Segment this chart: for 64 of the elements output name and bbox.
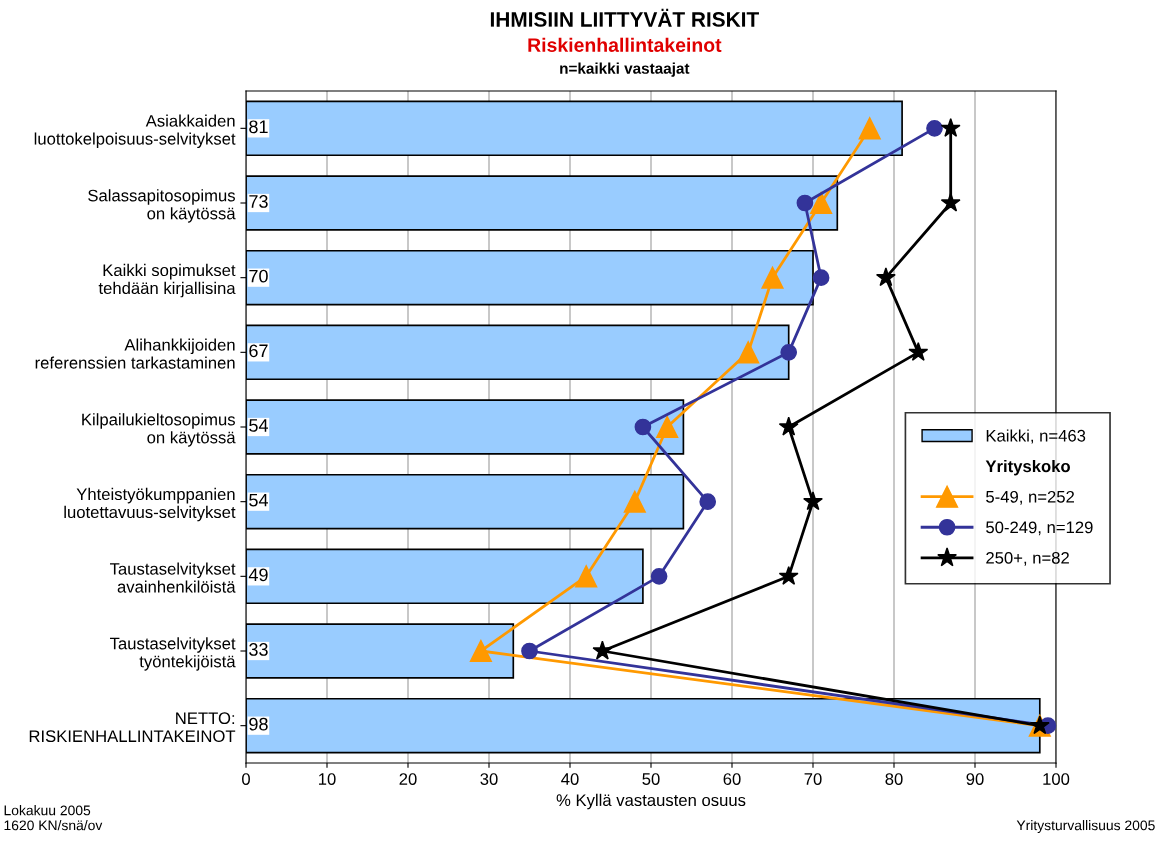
x-tick-label: 90 bbox=[966, 773, 984, 785]
y-tick-label: Kilpailukieltosopimus on käytössä bbox=[82, 413, 236, 447]
point bbox=[521, 642, 538, 660]
text: n=kaikki vastaajat bbox=[560, 62, 690, 77]
text: Lokakuu 2005 1620 KN/snä/ov bbox=[4, 805, 103, 831]
chart-title: IHMISIIN LIITTYVÄT RISKIT bbox=[490, 8, 759, 27]
legend-label: 50-249, n=129 bbox=[986, 521, 1093, 536]
x-tick-label: 0 bbox=[242, 773, 250, 785]
point bbox=[737, 341, 760, 364]
point bbox=[875, 267, 896, 287]
x-tick-label: 40 bbox=[561, 773, 579, 785]
point bbox=[699, 493, 717, 511]
y-tick-label: Taustaselvitykset avainhenkilöistä bbox=[109, 562, 236, 593]
point bbox=[575, 565, 598, 588]
point bbox=[623, 490, 646, 513]
point bbox=[778, 565, 799, 585]
y-tick-label: Alihankkijoiden referenssien tarkastaminen bbox=[35, 338, 235, 369]
x-tick-label: 70 bbox=[804, 773, 822, 785]
x-axis-title: % Kyllä vastausten osuus bbox=[556, 793, 746, 810]
chart-subtitle: Riskienhallintakeinot bbox=[528, 37, 722, 52]
point bbox=[858, 117, 881, 140]
y-tick-label: Yhteistyökumppanien luotettavuus-selvitykset bbox=[64, 487, 236, 522]
x-tick-label: 10 bbox=[319, 773, 336, 785]
data-label: 54 bbox=[249, 493, 268, 507]
legend-label: 250+, n=82 bbox=[986, 551, 1069, 566]
x-tick-label: 20 bbox=[399, 773, 417, 785]
x-tick-label: 60 bbox=[723, 773, 741, 785]
point bbox=[940, 117, 961, 137]
x-tick-label: 30 bbox=[480, 773, 498, 785]
data-label: 81 bbox=[249, 120, 268, 134]
point bbox=[778, 416, 799, 436]
point bbox=[469, 639, 493, 663]
data-label: 73 bbox=[249, 195, 268, 208]
point bbox=[812, 269, 830, 287]
x-tick-label: 100 bbox=[1043, 773, 1070, 785]
point bbox=[803, 491, 823, 511]
x-tick-label: 80 bbox=[885, 773, 903, 785]
y-tick-label: Asiakkaiden luottokelpoisuus-selvitykset bbox=[34, 114, 236, 149]
data-label: 49 bbox=[248, 568, 268, 582]
y-tick-label: Salassapitosopimus on käytössä bbox=[88, 189, 236, 223]
point bbox=[656, 415, 679, 439]
data-label: 70 bbox=[249, 269, 268, 283]
y-tick-label: NETTO: RISKIENHALLINTAKEINOT bbox=[29, 712, 236, 743]
data-label: 67 bbox=[249, 344, 268, 358]
point bbox=[940, 192, 961, 212]
point bbox=[634, 418, 652, 436]
y-tick-label: Taustaselvitykset työntekijöistä bbox=[109, 637, 236, 671]
point bbox=[809, 191, 833, 215]
x-tick-label: 50 bbox=[642, 773, 660, 785]
data-label: 33 bbox=[249, 643, 268, 656]
point bbox=[650, 567, 668, 585]
point bbox=[908, 341, 929, 361]
legend-label: Kaikki, n=463 bbox=[986, 429, 1086, 444]
data-label: 54 bbox=[249, 419, 268, 432]
point bbox=[796, 194, 814, 212]
legend-label: 5-49, n=252 bbox=[986, 490, 1074, 505]
point bbox=[592, 640, 613, 660]
data-label: 98 bbox=[249, 717, 268, 731]
point bbox=[926, 119, 943, 137]
point bbox=[761, 266, 784, 289]
legend-title: Yrityskoko bbox=[985, 459, 1070, 476]
y-tick-label: Kaikki sopimukset tehdään kirjallisina bbox=[98, 263, 236, 298]
text: Yritysturvallisuus 2005 bbox=[1016, 820, 1155, 833]
point bbox=[780, 343, 798, 361]
